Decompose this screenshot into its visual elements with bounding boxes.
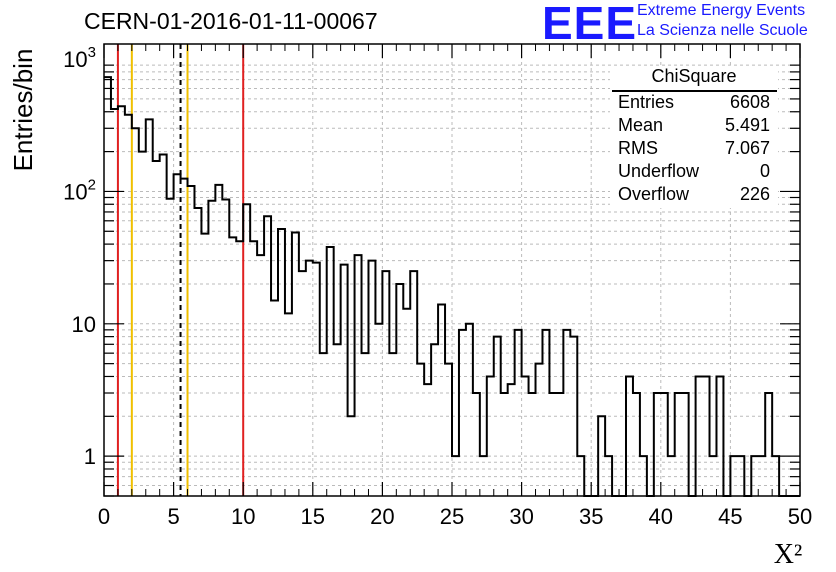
stats-divider [612, 90, 777, 92]
stats-label: Entries [618, 92, 675, 112]
x-tick-label: 50 [788, 504, 812, 529]
y-tick-label: 10 [72, 312, 96, 337]
y-tick-label: 102 [63, 176, 96, 204]
y-tick-label: 103 [63, 44, 96, 72]
axis-ticks [103, 44, 801, 497]
stats-title: ChiSquare [651, 66, 737, 86]
stats-label: Overflow [618, 184, 690, 204]
x-tick-label: 40 [649, 504, 673, 529]
y-tick-labels: 1 10 102 103 [63, 44, 96, 469]
stats-value: 226 [739, 184, 770, 204]
stats-value: 7.067 [724, 138, 770, 158]
eee-logo: EEE [542, 0, 638, 49]
x-tick-label: 25 [440, 504, 464, 529]
reference-lines [116, 44, 245, 496]
x-tick-label: 10 [231, 504, 255, 529]
stats-value: 0 [759, 161, 770, 181]
x-axis-label: X² [774, 539, 803, 570]
x-tick-label: 35 [579, 504, 603, 529]
y-axis-label: Entries/bin [8, 49, 38, 172]
y-tick-label: 1 [84, 444, 96, 469]
x-tick-label: 15 [301, 504, 325, 529]
x-tick-label: 20 [370, 504, 394, 529]
stats-label: Mean [618, 115, 664, 135]
stats-value: 5.491 [724, 115, 770, 135]
stats-box: ChiSquare Entries 6608 Mean 5.491 RMS 7.… [610, 66, 778, 208]
x-tick-label: 0 [98, 504, 110, 529]
x-tick-labels: 0 5 10 15 20 25 30 35 40 45 50 [98, 504, 812, 529]
x-tick-label: 45 [718, 504, 742, 529]
x-tick-label: 5 [167, 504, 179, 529]
grid-lines [104, 44, 800, 497]
logo-tagline-1: Extreme Energy Events [637, 2, 806, 19]
histogram-outline [104, 76, 800, 497]
x-tick-label: 30 [509, 504, 533, 529]
stats-value: 6608 [729, 92, 770, 112]
stats-label: Underflow [618, 161, 700, 181]
logo-tagline-2: La Scienza nelle Scuole [637, 22, 808, 39]
stats-label: RMS [618, 138, 658, 158]
run-title: CERN-01-2016-01-11-00067 [84, 8, 378, 34]
